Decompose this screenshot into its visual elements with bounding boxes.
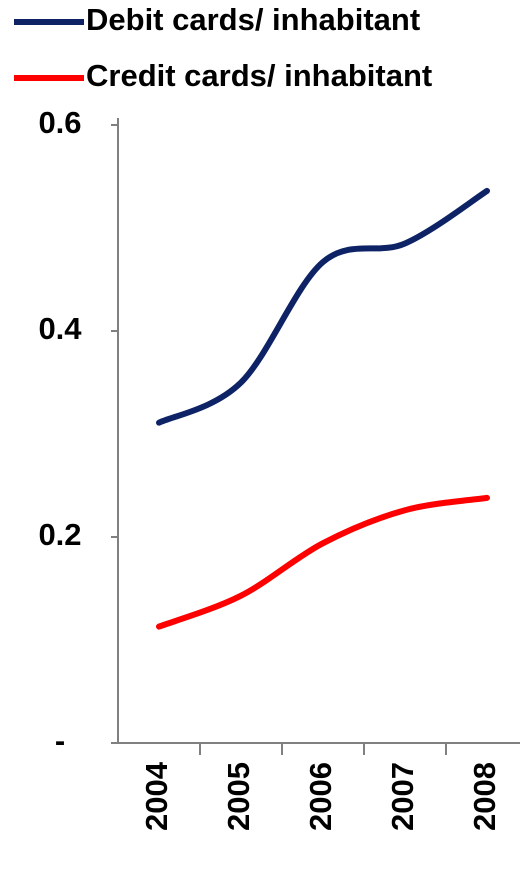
x-tick-label: 2004 bbox=[139, 761, 174, 831]
y-tick-label: 0.4 bbox=[38, 311, 82, 346]
y-tick-label: 0.6 bbox=[38, 105, 81, 140]
legend-label: Credit cards/ inhabitant bbox=[86, 58, 432, 93]
y-tick-label: 0.2 bbox=[38, 517, 81, 552]
legend-label: Debit cards/ inhabitant bbox=[86, 2, 420, 37]
x-tick-label: 2006 bbox=[303, 762, 338, 831]
y-tick-label: - bbox=[55, 723, 65, 758]
x-tick-label: 2005 bbox=[221, 762, 256, 831]
data-line bbox=[156, 187, 490, 426]
x-tick-label: 2007 bbox=[385, 762, 420, 831]
x-tick-label: 2008 bbox=[467, 762, 502, 831]
data-line bbox=[156, 494, 490, 630]
